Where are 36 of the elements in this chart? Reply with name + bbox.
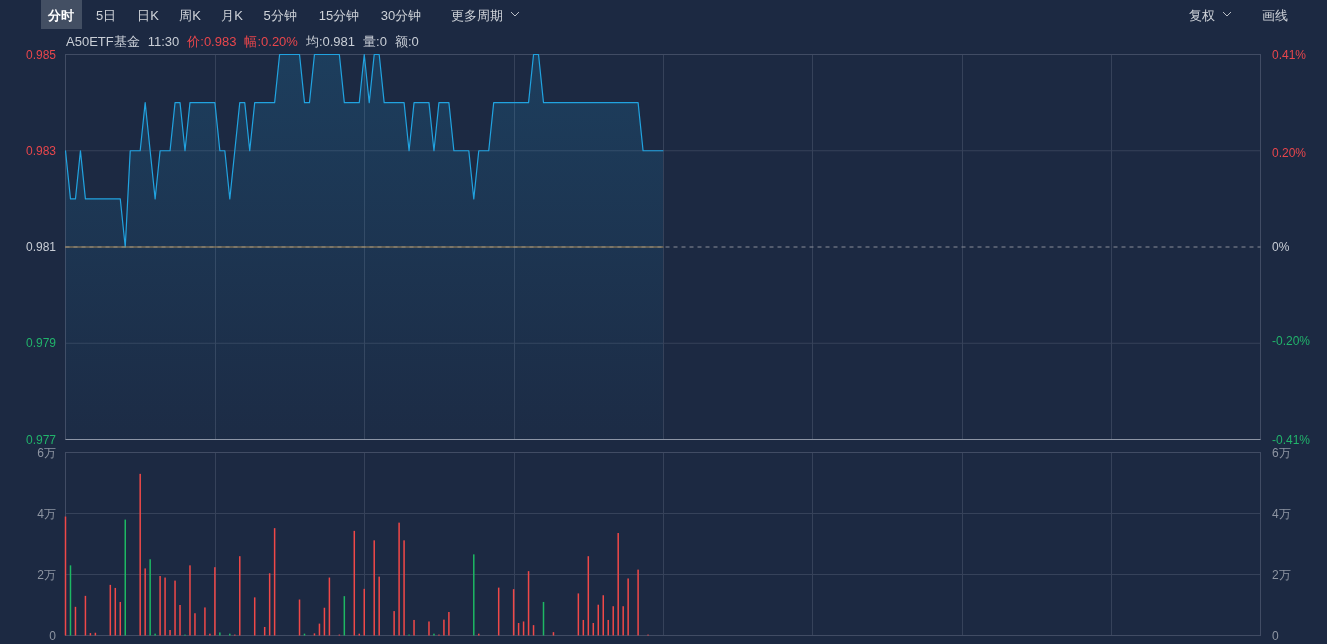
text: 分时: [47, 7, 74, 23]
text: 15分钟: [318, 7, 360, 23]
y-tick-label: 0.977: [25, 432, 57, 447]
y2-tick-label: 0%: [1272, 240, 1290, 254]
y2-tick-label: 0.20%: [1272, 146, 1307, 161]
y-tick-label: 0.981: [25, 240, 57, 254]
y-tick-label: 2万: [37, 567, 56, 582]
text: 30分钟: [380, 7, 422, 23]
text: 5日: [95, 7, 117, 23]
text: 复权: [1189, 7, 1215, 23]
y-tick-label: 4万: [37, 506, 56, 521]
text: A50ETF基金: [66, 33, 140, 49]
text: 5分钟: [263, 7, 297, 23]
text: 周K: [179, 7, 202, 23]
y-tick-label: 0.983: [25, 143, 57, 158]
y2-tick-label: 2万: [1272, 567, 1291, 582]
y2-tick-label: -0.41%: [1272, 432, 1311, 447]
text: 11:30: [147, 33, 180, 49]
y-tick-label: 0.985: [25, 47, 57, 62]
y2-tick-label: 4万: [1272, 506, 1291, 521]
y-tick-label: 6万: [37, 445, 56, 460]
text: 幅:0.20%: [244, 33, 299, 49]
text: 月K: [221, 7, 244, 23]
text: 价:0.983: [186, 33, 237, 49]
y2-tick-label: 0: [1272, 628, 1279, 643]
text: 额:0: [394, 33, 419, 49]
text: 日K: [137, 7, 160, 23]
y2-tick-label: -0.20%: [1272, 333, 1311, 348]
y2-tick-label: 0.41%: [1272, 47, 1307, 62]
text: 更多周期: [451, 7, 503, 23]
y-tick-label: 0: [49, 628, 57, 643]
y-tick-label: 0.979: [25, 336, 57, 351]
text: 均:0.981: [304, 33, 356, 49]
text: 画线: [1262, 7, 1288, 23]
y2-tick-label: 6万: [1272, 445, 1291, 460]
text: 量:0: [363, 33, 387, 49]
